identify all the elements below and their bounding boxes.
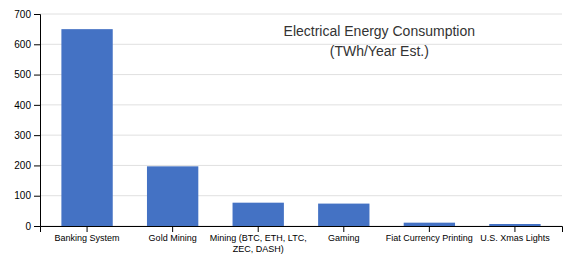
x-tick-label: Mining (BTC, ETH, LTC,ZEC, DASH) [210, 233, 307, 253]
grid-line [40, 135, 562, 136]
x-axis-line [41, 227, 563, 233]
grid-line [40, 195, 562, 196]
y-tick: 0 [25, 221, 40, 232]
x-tick: Fiat Currency Printing [386, 226, 473, 243]
x-tick-mark [514, 226, 515, 232]
x-tick-label-line: U.S. Xmas Lights [480, 233, 550, 243]
y-tick: 400 [14, 100, 40, 111]
x-tick-mark [172, 226, 173, 232]
y-tick: 300 [14, 130, 40, 141]
y-tick-label: 200 [14, 160, 31, 171]
x-tick-label-line: Fiat Currency Printing [386, 233, 473, 243]
bar [233, 203, 284, 226]
x-tick-mark [87, 226, 88, 232]
bar [404, 223, 455, 226]
x-tick-label: Gaming [328, 233, 360, 243]
x-tick-label-line: ZEC, DASH) [233, 244, 284, 254]
grid-line [40, 165, 562, 166]
grid-line [40, 14, 562, 15]
plot: 0 100 200 300 400 500 600 700 Banking System Gold… [14, 9, 562, 254]
chart: 0 100 200 300 400 500 600 700 Banking System Gold… [0, 0, 580, 270]
x-tick: Banking System [55, 226, 120, 243]
x-tick-label-line: Banking System [55, 233, 120, 243]
x-tick-label-line: Gold Mining [149, 233, 197, 243]
x-tick-label-line: Mining (BTC, ETH, LTC, [210, 233, 307, 243]
y-tick: 500 [14, 69, 40, 80]
grid-line [40, 44, 562, 45]
y-tick-label: 300 [14, 130, 31, 141]
y-tick-label: 500 [14, 69, 31, 80]
y-tick-mark [34, 196, 40, 197]
y-tick-mark [34, 44, 40, 45]
y-tick-label: 100 [14, 190, 31, 201]
x-tick-label: Gold Mining [149, 233, 197, 243]
y-tick-label: 600 [14, 39, 31, 50]
y-tick: 100 [14, 190, 40, 201]
y-tick-mark [34, 105, 40, 106]
y-tick-mark [34, 75, 40, 76]
x-tick-label: Fiat Currency Printing [386, 233, 473, 243]
y-tick: 200 [14, 160, 40, 171]
x-tick-label-line: Gaming [328, 233, 360, 243]
x-axis: Banking System Gold Mining Mining (BTC, ET… [41, 226, 563, 254]
x-tick: Gold Mining [149, 226, 197, 243]
y-tick-label: 400 [14, 100, 31, 111]
bar [61, 29, 112, 226]
subtitle: (TWh/Year Est.) [330, 43, 429, 59]
bar [489, 224, 540, 226]
y-tick-label: 0 [25, 221, 31, 232]
grid [40, 14, 562, 226]
bar [318, 204, 369, 226]
bar [147, 166, 198, 226]
x-tick-label: Banking System [55, 233, 120, 243]
y-tick-mark [34, 226, 40, 227]
y-tick-mark [34, 135, 40, 136]
y-axis: 0 100 200 300 400 500 600 700 [14, 9, 40, 232]
y-tick-mark [34, 14, 40, 15]
x-tick-mark [343, 226, 344, 232]
y-tick: 600 [14, 39, 40, 50]
x-tick-mark [429, 226, 430, 232]
x-tick: U.S. Xmas Lights [480, 226, 550, 243]
x-tick: Gaming [328, 226, 360, 243]
x-tick: Mining (BTC, ETH, LTC,ZEC, DASH) [210, 226, 307, 254]
bars [61, 29, 540, 226]
y-tick-mark [34, 165, 40, 166]
grid-line [40, 74, 562, 75]
title: Electrical Energy Consumption [284, 23, 475, 39]
x-tick-label: U.S. Xmas Lights [480, 233, 550, 243]
y-axis-line [34, 15, 41, 227]
grid-line [40, 104, 562, 105]
x-tick-mark [258, 226, 259, 232]
y-tick-label: 700 [14, 9, 31, 20]
y-tick: 700 [14, 9, 40, 20]
